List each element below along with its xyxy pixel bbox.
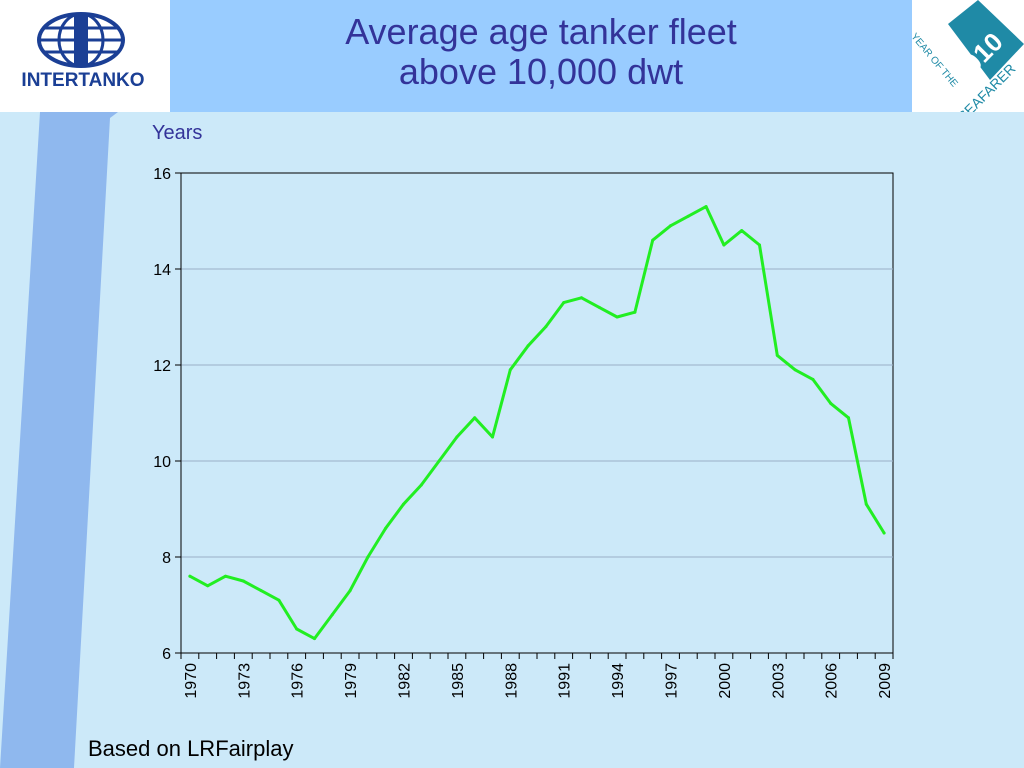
data-point [597,305,601,309]
data-point [348,589,352,593]
data-point [277,598,281,602]
data-point [704,205,708,209]
data-point [491,435,494,439]
plot-area [180,172,894,654]
data-point [544,325,548,329]
data-point [437,459,441,463]
x-tick-label: 1997 [664,663,681,699]
data-point [313,637,316,641]
data-point [366,555,370,559]
data-point [793,368,797,372]
x-tick-label: 1988 [503,663,520,699]
x-tick-label: 2009 [877,663,894,699]
data-point [473,416,477,420]
data-point [241,579,245,583]
data-point [775,353,779,357]
title-line-1: Average age tanker fleet [345,11,737,52]
y-tick-label: 14 [153,262,171,279]
average-age-line-chart: Years 6 8 10 12 14 16 1970 1973 1976 1979 1982 198… [0,112,894,768]
data-point [686,214,690,218]
data-point [651,238,655,242]
x-tick-label: 2000 [717,663,734,699]
seafarer-2010-logo: 2010 YEAR OF THE SEAFARER [912,0,1024,112]
source-note: Based on LRFairplay [88,736,294,761]
intertanko-logo-text: INTERTANKO [21,70,144,91]
data-point [330,613,334,617]
data-point [419,483,423,487]
data-point [882,531,886,535]
data-point [722,243,726,247]
x-tick-label: 1976 [290,663,307,699]
y-tick-label: 8 [162,550,171,567]
header-bar [0,0,1024,112]
intertanko-logo: INTERTANKO [0,0,170,112]
data-point [864,502,868,506]
page-title: Average age tanker fleet above 10,000 dw… [170,12,912,92]
data-point [580,296,583,300]
y-tick-label: 6 [162,646,171,663]
data-point [740,229,744,233]
data-point [669,224,672,228]
data-point [259,589,263,593]
x-tick-label: 1979 [343,663,360,699]
slide-left-stripe [0,112,118,768]
series-line [188,205,886,641]
globe-icon [37,12,125,68]
data-point [758,243,761,247]
data-point [402,502,405,506]
x-tick-label: 1994 [610,663,627,699]
data-point [455,435,459,439]
x-tick-label: 2006 [824,663,841,699]
data-point [562,301,566,305]
data-point [526,344,530,348]
data-point [508,368,512,372]
data-point [811,377,815,381]
x-tick-label: 2003 [770,663,787,699]
x-tick-label: 1970 [183,663,200,699]
title-line-2: above 10,000 dwt [398,51,684,92]
data-point [615,315,619,319]
data-point [206,584,210,588]
x-tick-label: 1985 [450,663,467,699]
y-axis-label: Years [152,122,202,144]
data-point [847,416,850,420]
y-tick-label: 10 [153,454,171,471]
data-point [295,627,299,631]
data-point [633,310,637,314]
data-point [224,574,227,578]
x-tick-label: 1973 [236,663,253,699]
y-tick-label: 16 [153,166,171,183]
x-tick-label: 1982 [397,663,414,699]
data-point [829,401,833,405]
data-point [384,526,388,530]
x-tick-label: 1991 [557,663,574,699]
y-tick-label: 12 [153,358,171,375]
data-point [188,574,192,578]
